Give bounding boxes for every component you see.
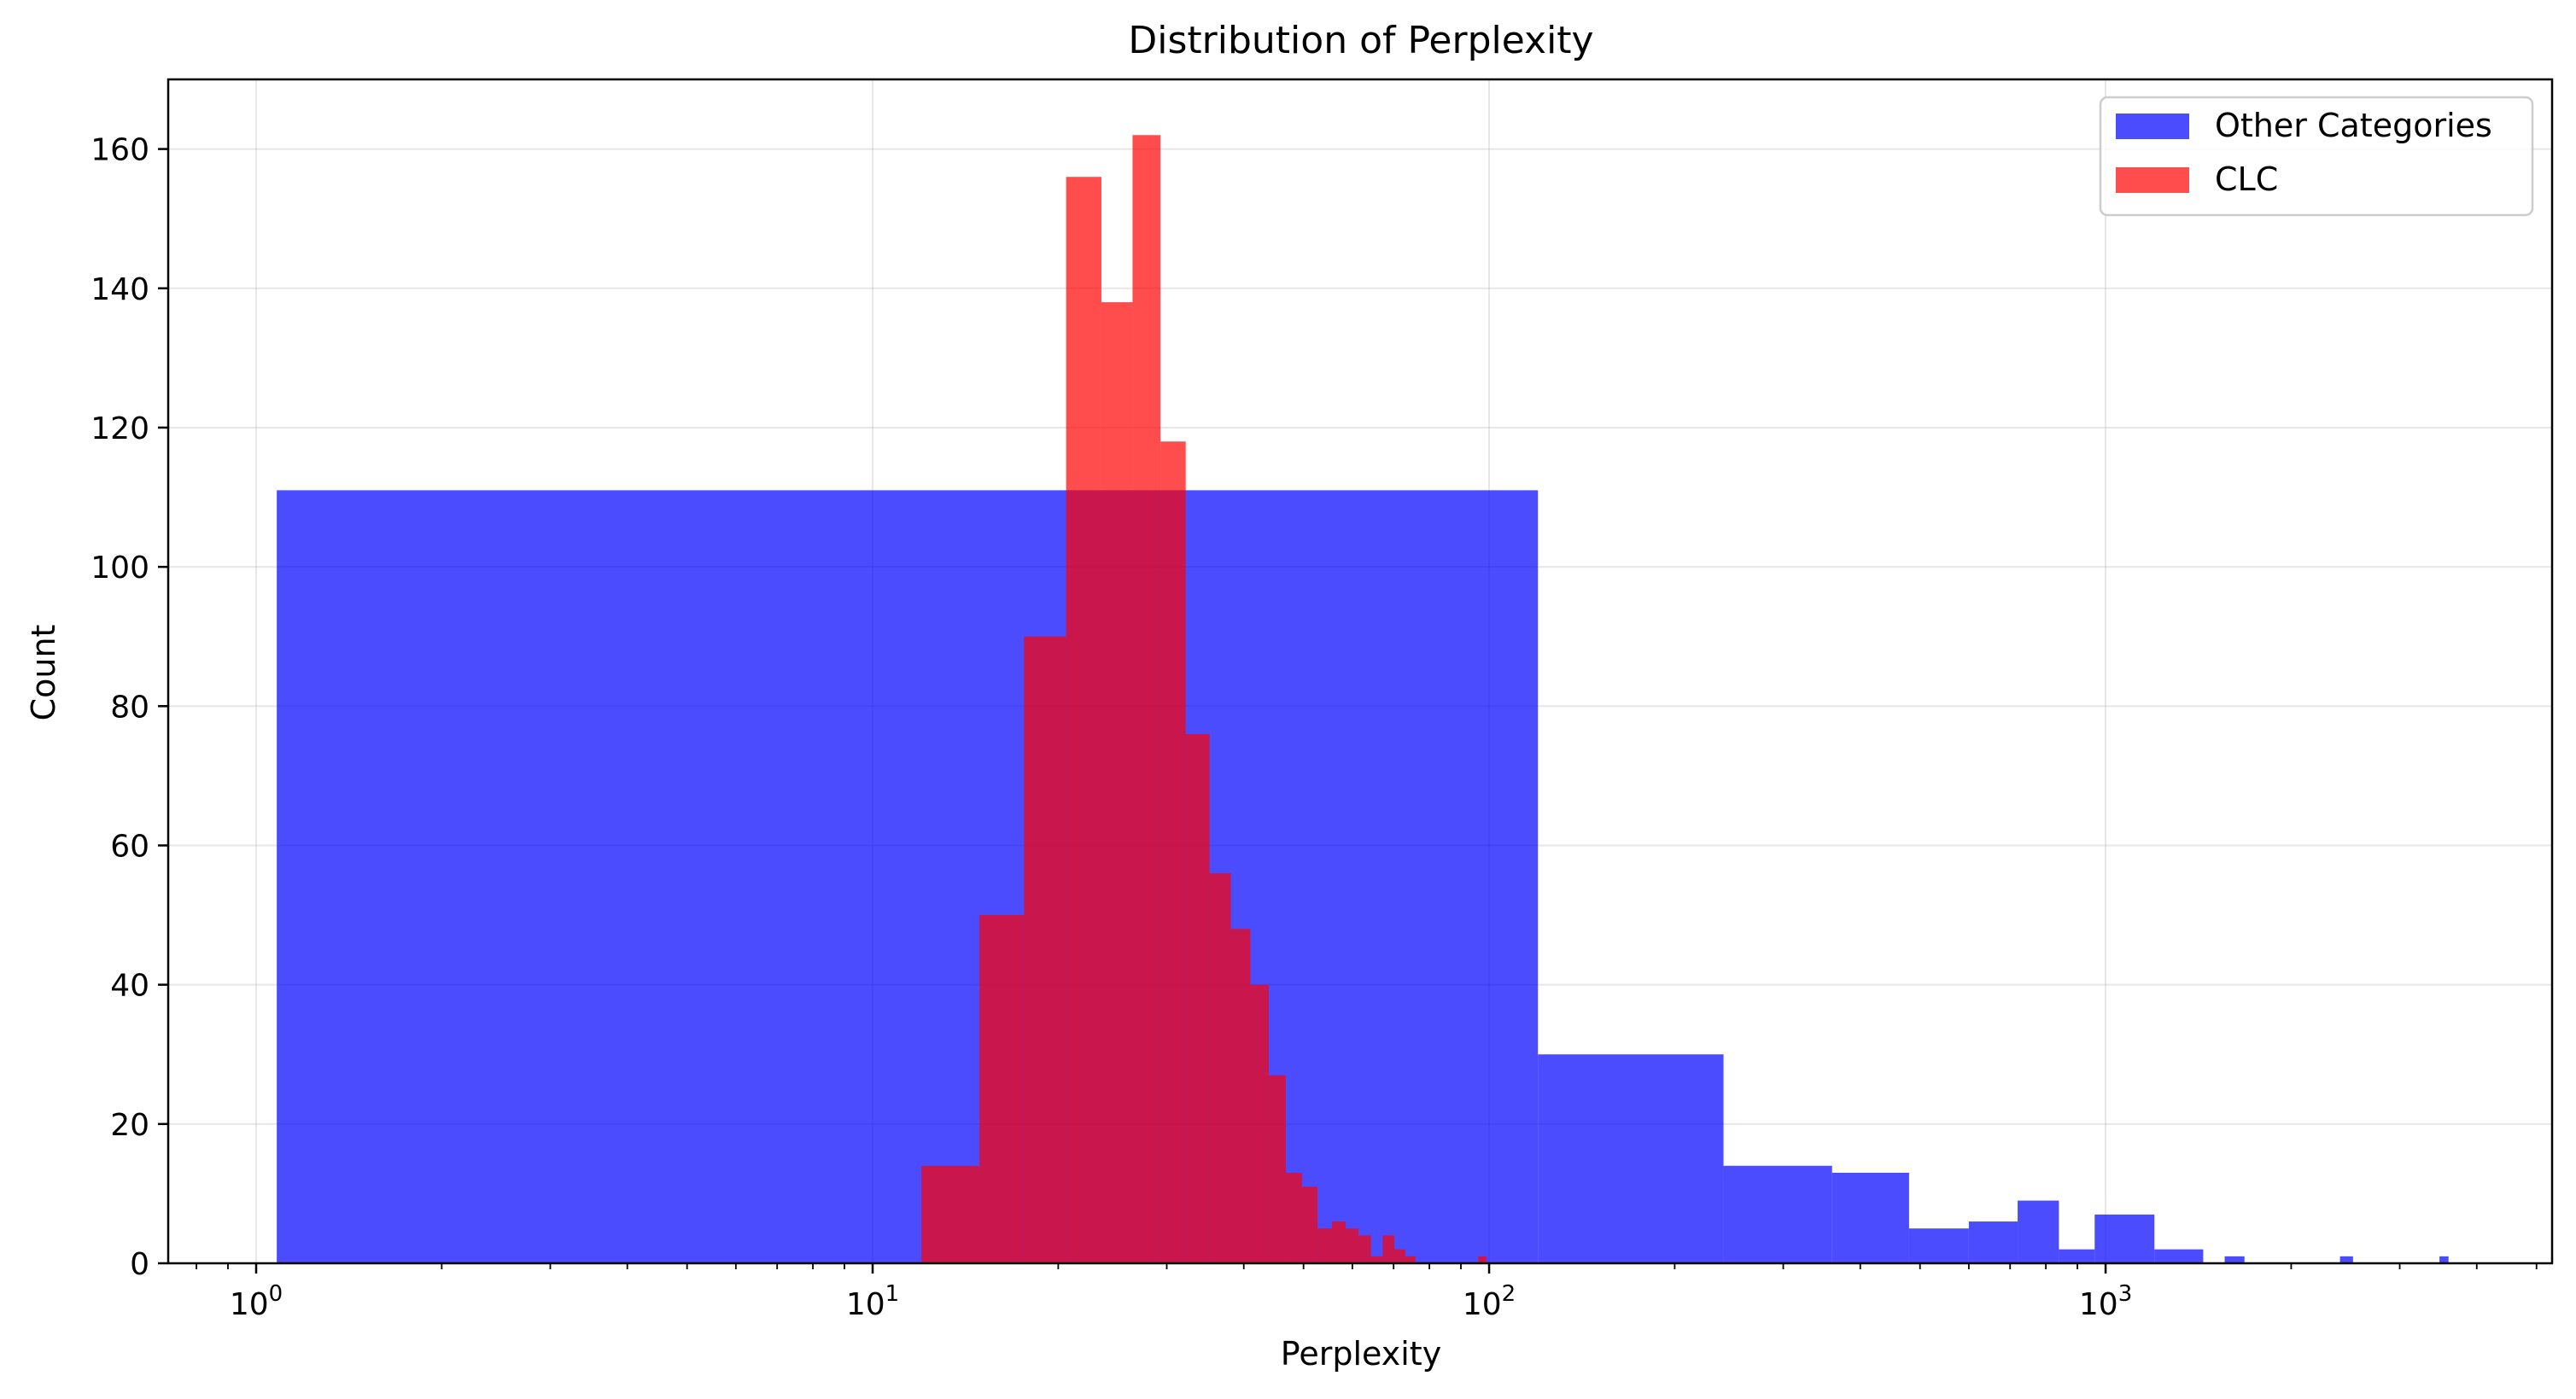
axis-ticks: 0 20 40 60 80 100 120 140 160 100 101 102 103 <box>91 133 2538 1322</box>
bar <box>2439 1256 2449 1263</box>
bar <box>1209 873 1231 1263</box>
legend-swatch-clc <box>2116 167 2189 193</box>
legend-label-clc: CLC <box>2215 160 2278 198</box>
bar <box>1250 984 1269 1263</box>
bar <box>1538 1054 1724 1263</box>
bar <box>921 1165 980 1263</box>
x-tick-label: 103 <box>2079 1281 2132 1322</box>
bar <box>1382 1235 1395 1263</box>
y-tick-label: 140 <box>91 272 149 307</box>
bar <box>1317 1228 1332 1263</box>
legend: Other Categories CLC <box>2099 96 2534 217</box>
y-axis-label: Count <box>25 625 62 721</box>
bar <box>1331 1221 1346 1263</box>
bar <box>2224 1256 2245 1263</box>
series-other-categories <box>277 490 2449 1263</box>
bar <box>1101 302 1133 1263</box>
bar <box>1345 1228 1359 1263</box>
bar <box>1132 135 1161 1263</box>
bar <box>1908 1228 1969 1263</box>
bar <box>1394 1249 1405 1263</box>
bar <box>2154 1249 2204 1263</box>
series-clc <box>921 135 1487 1264</box>
x-tick-label: 100 <box>230 1281 283 1322</box>
legend-swatch-other-categories <box>2116 114 2189 139</box>
legend-label-other-categories: Other Categories <box>2215 107 2492 144</box>
bar <box>2059 1249 2095 1263</box>
bar <box>1185 733 1210 1263</box>
x-tick-label: 102 <box>1463 1281 1516 1322</box>
histogram-bars <box>277 135 2449 1264</box>
bar <box>2094 1214 2155 1263</box>
bar <box>1478 1256 1487 1263</box>
bar <box>979 915 1025 1263</box>
y-tick-label: 100 <box>91 551 149 586</box>
bar <box>1230 929 1251 1263</box>
chart-title: Distribution of Perplexity <box>1128 19 1593 62</box>
y-tick-label: 40 <box>110 969 149 1004</box>
axes <box>166 78 2554 1265</box>
bar <box>1831 1172 1909 1263</box>
bar <box>2339 1256 2353 1263</box>
bar <box>1066 177 1101 1264</box>
bar <box>1268 1075 1286 1263</box>
bar <box>1723 1165 1832 1263</box>
y-tick-label: 20 <box>110 1108 149 1143</box>
bar <box>1301 1186 1318 1263</box>
y-tick-label: 120 <box>91 411 149 446</box>
y-tick-label: 0 <box>130 1247 149 1282</box>
plot-frame <box>166 78 2554 1265</box>
bar <box>1358 1235 1371 1263</box>
bar <box>277 490 1539 1263</box>
bar <box>1024 636 1066 1263</box>
y-tick-label: 160 <box>91 133 149 168</box>
bar <box>1160 441 1186 1263</box>
legend-frame <box>2099 96 2534 217</box>
bar <box>1370 1256 1383 1263</box>
bar <box>1968 1221 2018 1263</box>
bar <box>1285 1172 1302 1263</box>
bar <box>1405 1256 1416 1263</box>
x-axis-label: Perplexity <box>1281 1335 1441 1373</box>
x-tick-label: 101 <box>846 1281 899 1322</box>
y-tick-label: 60 <box>110 829 149 864</box>
y-tick-label: 80 <box>110 690 149 725</box>
bar <box>2018 1200 2059 1263</box>
